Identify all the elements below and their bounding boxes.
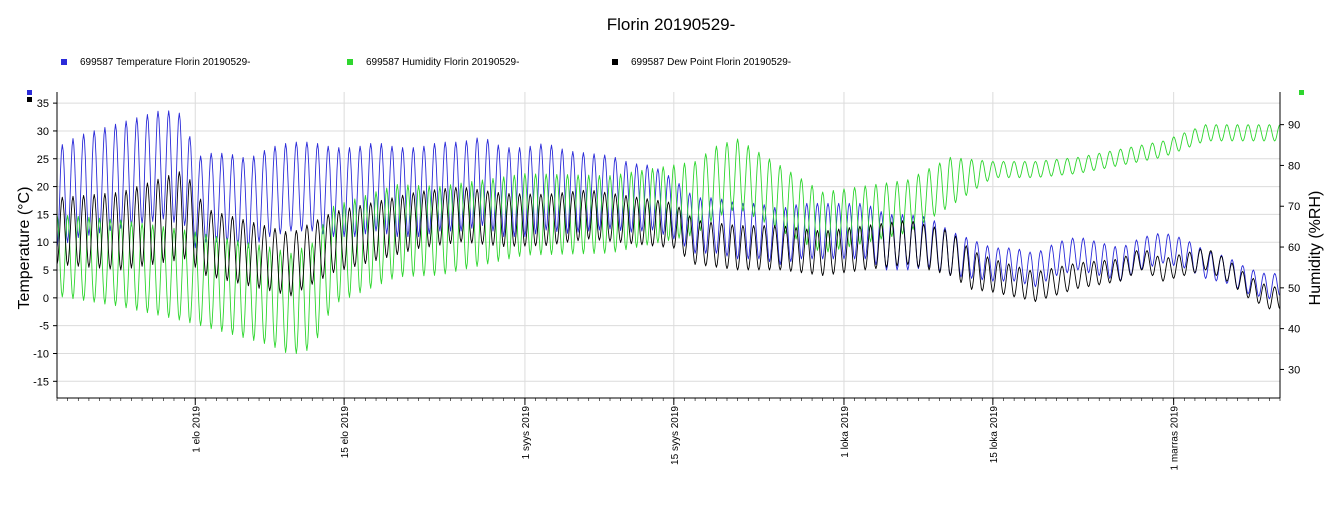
- y-left-tick-label: -10: [33, 348, 49, 360]
- y-axis-right-label: Humidity (%RH): [1307, 191, 1324, 306]
- series-line-dewpoint: [56, 171, 1281, 310]
- legend: 699587 Temperature Florin 20190529- 6995…: [61, 57, 791, 68]
- y-right-tick-label: 70: [1288, 201, 1300, 213]
- x-tick-label: 15 elo 2019: [340, 406, 351, 459]
- x-tick-label: 1 elo 2019: [191, 406, 202, 453]
- y-axis-left-label: Temperature (°C): [16, 187, 33, 310]
- y-left-tick-label: 5: [43, 265, 49, 277]
- legend-label-dewpoint: 699587 Dew Point Florin 20190529-: [631, 57, 791, 68]
- y-left-tick-label: 20: [37, 182, 49, 194]
- x-tick-label: 1 marras 2019: [1170, 406, 1181, 471]
- y-right-tick-label: 30: [1288, 364, 1300, 376]
- y-left-tick-label: 25: [37, 154, 49, 166]
- legend-swatch-temperature: [61, 59, 67, 65]
- y-left-tick-label: -5: [39, 321, 49, 333]
- x-tick-label: 15 syys 2019: [670, 406, 681, 465]
- legend-swatch-dewpoint: [612, 59, 618, 65]
- x-tick-label: 1 syys 2019: [521, 406, 532, 460]
- legend-label-temperature: 699587 Temperature Florin 20190529-: [80, 57, 251, 68]
- x-tick-label: 15 loka 2019: [989, 406, 1000, 464]
- series-line-temperature: [56, 110, 1281, 300]
- y-right-tick-label: 40: [1288, 324, 1300, 336]
- axes: 1 elo 2019 15 elo 2019 1 syys 2019 15 syys …: [27, 90, 1304, 470]
- y-left-tick-label: 0: [43, 293, 49, 305]
- legend-swatch-humidity: [347, 59, 353, 65]
- y-left-series-marker-dewpoint: [27, 97, 32, 102]
- legend-label-humidity: 699587 Humidity Florin 20190529-: [366, 57, 519, 68]
- y-left-tick-label: 35: [37, 98, 49, 110]
- y-left-tick-label: 30: [37, 126, 49, 138]
- y-right-tick-label: 80: [1288, 160, 1300, 172]
- y-left-series-marker-temperature: [27, 90, 32, 95]
- y-left-tick-label: 10: [37, 237, 49, 249]
- y-left-tick-label: -15: [33, 376, 49, 388]
- y-right-tick-label: 90: [1288, 120, 1300, 132]
- y-right-tick-label: 60: [1288, 242, 1300, 254]
- chart-title: Florin 20190529-: [607, 15, 736, 34]
- y-left-tick-label: 15: [37, 209, 49, 221]
- y-right-tick-label: 50: [1288, 283, 1300, 295]
- y-right-series-marker-humidity: [1299, 90, 1304, 95]
- x-tick-label: 1 loka 2019: [840, 406, 851, 458]
- plot-series: [56, 110, 1281, 355]
